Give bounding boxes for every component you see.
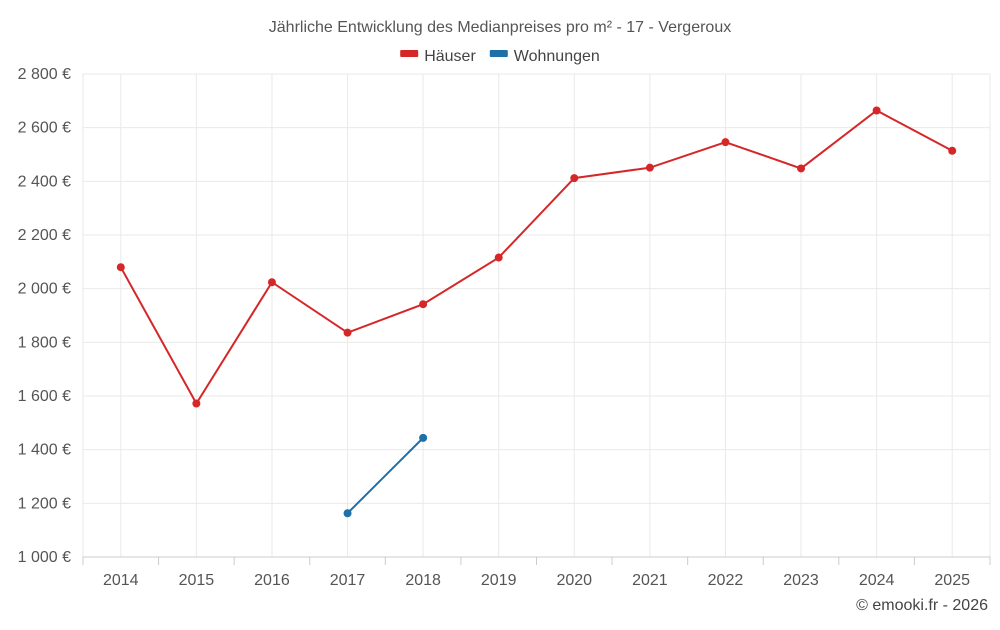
data-point[interactable]: [343, 328, 352, 337]
y-tick-label: 2 400 €: [18, 173, 71, 190]
x-tick-label: 2018: [405, 572, 441, 589]
x-tick-label: 2016: [254, 572, 290, 589]
x-tick-label: 2021: [632, 572, 668, 589]
legend: Häuser Wohnungen: [400, 48, 600, 65]
data-point[interactable]: [570, 174, 579, 183]
data-point[interactable]: [267, 278, 276, 287]
data-point[interactable]: [343, 509, 352, 518]
x-tick-label: 2019: [481, 572, 517, 589]
x-tick-label: 2024: [859, 572, 895, 589]
data-point[interactable]: [721, 138, 730, 147]
data-point[interactable]: [872, 106, 881, 115]
data-point[interactable]: [192, 399, 201, 408]
x-tick-label: 2014: [103, 572, 139, 589]
credit-label: © emooki.fr - 2026: [856, 597, 988, 614]
x-tick-label: 2022: [708, 572, 744, 589]
chart-title: Jährliche Entwicklung des Medianpreises …: [269, 19, 731, 36]
y-tick-label: 2 800 €: [18, 66, 71, 83]
data-point[interactable]: [797, 164, 806, 173]
x-tick-label: 2015: [179, 572, 215, 589]
series-group: [116, 106, 957, 518]
y-tick-label: 2 200 €: [18, 227, 71, 244]
x-tick-label: 2025: [934, 572, 970, 589]
legend-label[interactable]: Häuser: [424, 48, 476, 65]
x-tick-label: 2023: [783, 572, 819, 589]
y-axis: 1 000 € 1 200 € 1 400 € 1 600 € 1 800 € 2 000…: [18, 66, 71, 566]
y-tick-label: 1 400 €: [18, 442, 71, 459]
y-tick-label: 1 000 €: [18, 549, 71, 566]
y-tick-label: 1 200 €: [18, 495, 71, 512]
legend-swatch: [400, 50, 419, 57]
y-tick-label: 1 600 €: [18, 388, 71, 405]
data-point[interactable]: [419, 433, 428, 442]
data-point[interactable]: [645, 163, 654, 172]
x-axis: 2014 2015 2016 2017 2018 2019 2020 2021 2022 2023…: [82, 556, 991, 589]
x-tick-label: 2020: [556, 572, 592, 589]
data-point[interactable]: [494, 253, 503, 262]
series-line-0: [119, 109, 953, 406]
y-tick-label: 2 000 €: [18, 281, 71, 298]
data-point[interactable]: [419, 300, 428, 309]
x-tick-label: 2017: [330, 572, 366, 589]
data-point[interactable]: [948, 146, 957, 155]
legend-label[interactable]: Wohnungen: [514, 48, 600, 65]
y-tick-label: 1 800 €: [18, 334, 71, 351]
legend-swatch: [489, 50, 508, 57]
series-line-1: [346, 437, 424, 514]
data-point[interactable]: [116, 263, 125, 272]
y-tick-label: 2 600 €: [18, 120, 71, 137]
grid: [82, 73, 991, 557]
